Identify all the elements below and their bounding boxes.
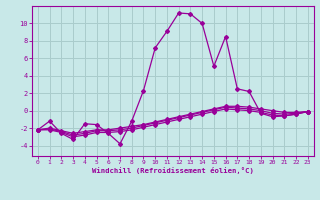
X-axis label: Windchill (Refroidissement éolien,°C): Windchill (Refroidissement éolien,°C) (92, 167, 254, 174)
